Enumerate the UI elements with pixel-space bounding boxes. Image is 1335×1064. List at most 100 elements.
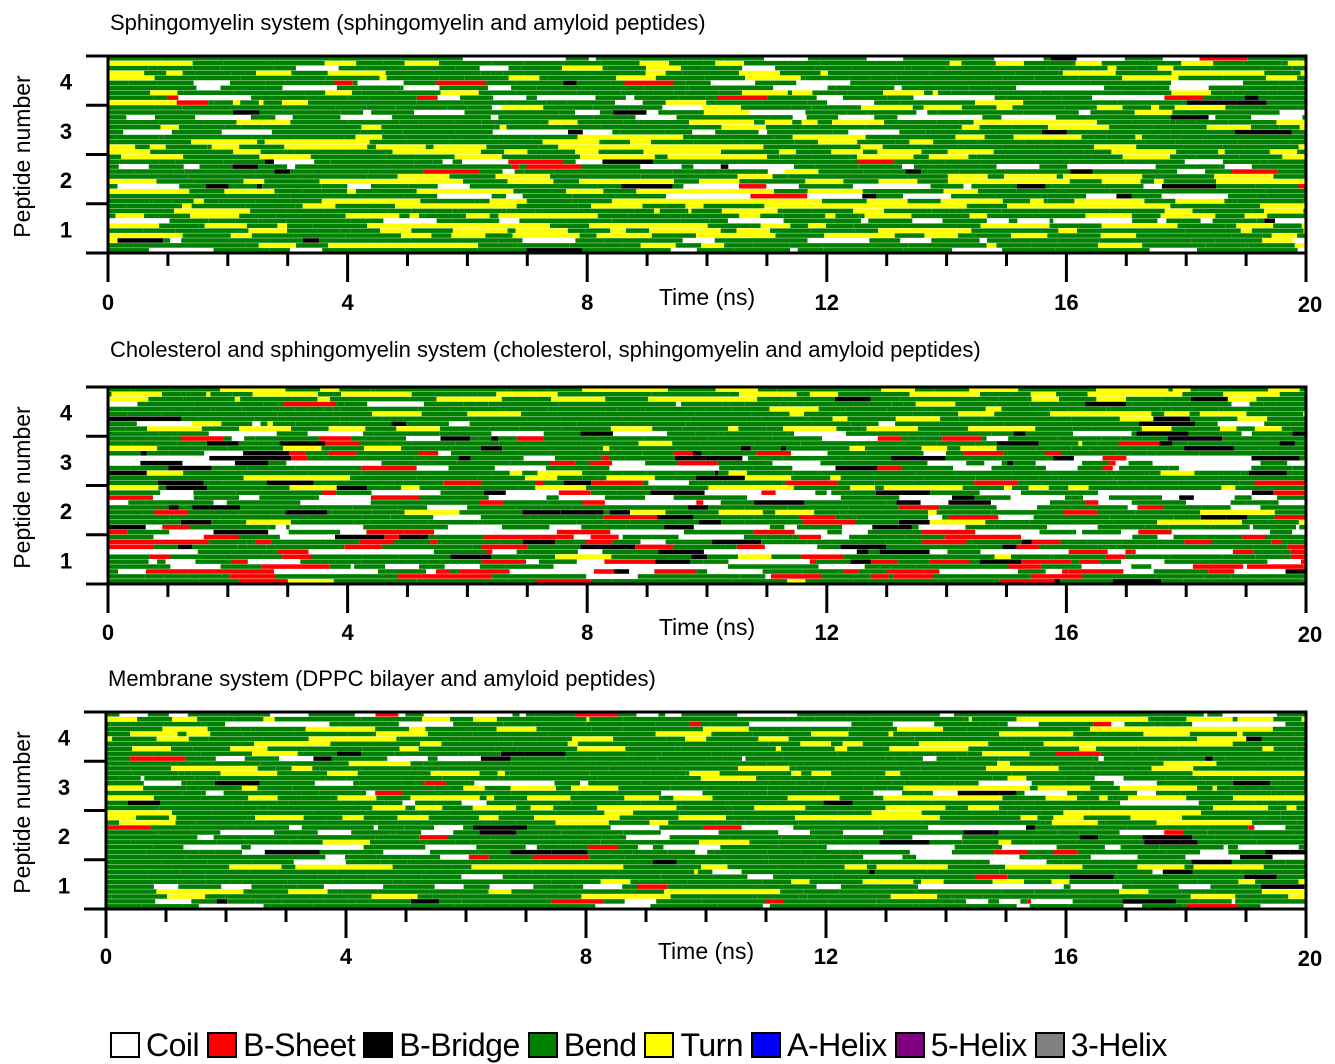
structure-segment-bend: [552, 115, 594, 120]
structure-segment-b-bridge: [206, 441, 239, 446]
structure-segment-bend: [933, 75, 981, 81]
structure-segment-bend: [847, 712, 889, 717]
structure-segment-turn: [454, 154, 502, 160]
structure-segment-bend: [1144, 500, 1186, 505]
structure-segment-bend: [1212, 218, 1243, 224]
structure-segment-bend: [153, 879, 178, 884]
structure-segment-bend: [1259, 785, 1279, 791]
structure-segment-bend: [108, 134, 117, 140]
structure-segment-bend: [857, 139, 896, 145]
structure-segment-bend: [591, 90, 621, 95]
structure-segment-b-sheet: [739, 184, 767, 189]
structure-segment-bend: [168, 451, 205, 456]
x-tick-label: 20: [1298, 622, 1322, 647]
structure-segment-bend: [503, 70, 524, 76]
structure-segment-bend: [228, 524, 268, 530]
structure-segment-bend: [927, 411, 959, 417]
structure-segment-bend: [241, 406, 280, 412]
structure-segment-bend: [106, 712, 120, 717]
structure-segment-bend: [1110, 406, 1162, 412]
structure-segment-bend: [139, 110, 186, 115]
structure-segment-bend: [486, 820, 491, 825]
structure-segment-bend: [400, 56, 434, 61]
structure-segment-bend: [734, 820, 745, 825]
structure-segment-bend: [657, 436, 708, 441]
structure-segment-turn: [638, 441, 673, 446]
structure-segment-bend: [433, 56, 463, 61]
structure-segment-bend: [1175, 120, 1197, 125]
structure-segment-bend: [903, 248, 952, 253]
structure-segment-bend: [621, 721, 656, 727]
structure-segment-bend: [818, 406, 846, 412]
structure-segment-bend: [411, 854, 441, 860]
structure-segment-bend: [254, 515, 272, 520]
structure-segment-b-bridge: [108, 416, 157, 422]
structure-segment-bend: [1093, 756, 1099, 761]
structure-segment-bend: [1110, 780, 1114, 786]
structure-segment-turn: [694, 869, 698, 875]
structure-segment-bend: [282, 899, 325, 904]
structure-segment-turn: [982, 751, 1030, 756]
structure-segment-b-bridge: [560, 510, 604, 515]
structure-segment-bend: [1167, 475, 1219, 481]
structure-segment-bend: [1218, 406, 1266, 412]
structure-segment-bend: [718, 431, 725, 436]
structure-segment-bend: [783, 899, 829, 904]
structure-segment-turn: [715, 60, 745, 66]
structure-segment-b-bridge: [1240, 854, 1273, 860]
structure-segment-bend: [910, 751, 935, 756]
structure-segment-turn: [108, 179, 120, 184]
structure-segment-bend: [676, 859, 719, 865]
structure-segment-bend: [720, 761, 767, 766]
structure-segment-turn: [1150, 726, 1178, 732]
structure-segment-bend: [378, 835, 420, 840]
structure-segment-b-bridge: [691, 554, 708, 559]
structure-segment-bend: [375, 387, 398, 392]
legend-swatch-b-sheet: [207, 1032, 238, 1058]
structure-segment-bend: [146, 451, 169, 456]
structure-segment-bend: [507, 228, 516, 233]
structure-segment-bend: [171, 129, 222, 135]
structure-segment-bend: [432, 894, 478, 899]
structure-segment-turn: [1164, 411, 1190, 417]
structure-segment-bend: [274, 884, 284, 889]
structure-segment-bend: [612, 874, 661, 880]
structure-segment-bend: [397, 387, 445, 392]
structure-segment-bend: [549, 844, 589, 850]
structure-segment-bend: [541, 154, 580, 160]
structure-segment-bend: [606, 85, 623, 91]
structure-segment-turn: [371, 134, 382, 140]
structure-segment-b-sheet: [999, 579, 1016, 584]
structure-segment-turn: [1301, 223, 1306, 228]
structure-segment-bend: [903, 188, 915, 194]
structure-segment-bend: [274, 716, 328, 722]
structure-segment-turn: [1129, 75, 1173, 81]
structure-segment-bend: [642, 761, 687, 766]
structure-segment-turn: [267, 154, 311, 160]
structure-segment-bend: [727, 480, 783, 486]
structure-segment-bend: [106, 741, 133, 747]
structure-segment-b-sheet: [291, 455, 308, 461]
structure-segment-turn: [1064, 120, 1097, 125]
structure-segment-bend: [634, 785, 671, 791]
structure-segment-bend: [767, 154, 780, 160]
structure-segment-bend: [108, 426, 126, 431]
structure-segment-turn: [108, 446, 131, 451]
structure-segment-bend: [602, 65, 608, 71]
structure-segment-bend: [157, 65, 193, 71]
structure-segment-bend: [1300, 756, 1306, 761]
structure-segment-turn: [119, 179, 157, 184]
structure-segment-turn: [1075, 60, 1102, 66]
structure-segment-bend: [1099, 771, 1150, 776]
structure-segment-bend: [245, 243, 259, 248]
structure-segment-bend: [541, 505, 573, 510]
structure-segment-bend: [1055, 248, 1095, 253]
structure-segment-bend: [667, 431, 696, 436]
structure-segment-bend: [559, 110, 575, 115]
structure-segment-bend: [359, 741, 370, 747]
structure-segment-bend: [1040, 820, 1046, 825]
structure-segment-bend: [720, 500, 754, 505]
structure-segment-bend: [502, 500, 548, 505]
structure-segment-b-sheet: [601, 455, 610, 461]
structure-segment-bend: [834, 825, 880, 830]
